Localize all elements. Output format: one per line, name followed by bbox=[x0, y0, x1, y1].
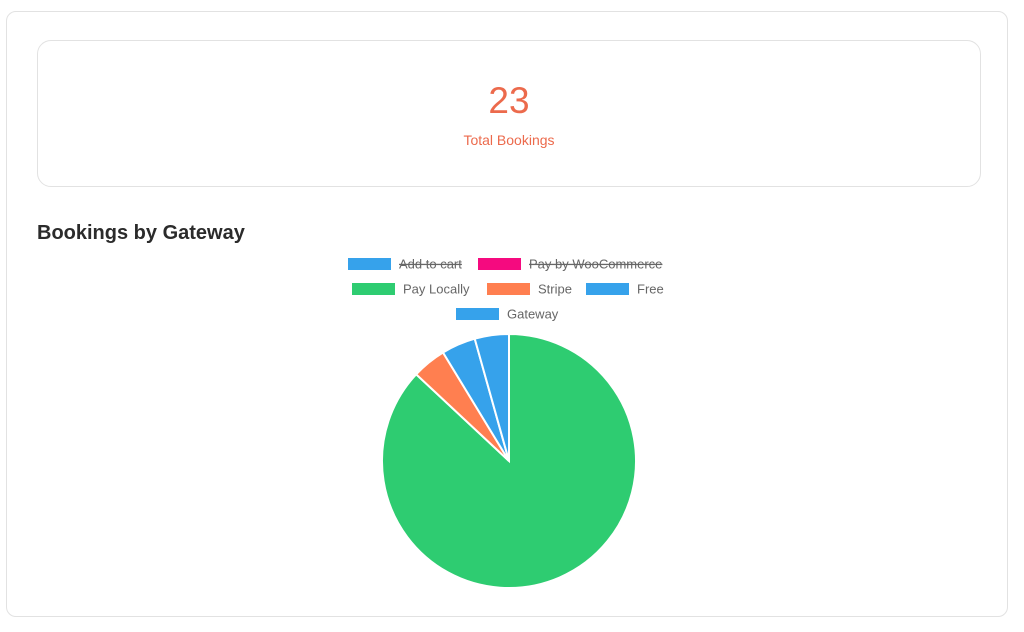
legend-label[interactable]: Free bbox=[637, 281, 664, 296]
dashboard-card bbox=[6, 11, 1008, 617]
stat-label: Total Bookings bbox=[463, 132, 555, 148]
legend-swatch[interactable] bbox=[352, 283, 395, 295]
legend-label[interactable]: Pay Locally bbox=[403, 281, 470, 296]
legend-label[interactable]: Gateway bbox=[507, 306, 559, 321]
chart-title: Bookings by Gateway bbox=[37, 222, 245, 244]
legend-swatch[interactable] bbox=[456, 308, 499, 320]
legend-swatch[interactable] bbox=[478, 258, 521, 270]
stat-value: 23 bbox=[488, 80, 530, 121]
legend-swatch[interactable] bbox=[348, 258, 391, 270]
legend-swatch[interactable] bbox=[586, 283, 629, 295]
legend-label[interactable]: Stripe bbox=[538, 281, 572, 296]
legend-label[interactable]: Add to cart bbox=[399, 256, 462, 271]
pie-slice bbox=[381, 332, 637, 589]
legend-swatch[interactable] bbox=[487, 283, 530, 295]
legend-label[interactable]: Pay by WooCommerce bbox=[529, 256, 662, 271]
stat-card: 23 Total Bookings bbox=[37, 40, 981, 187]
pie-slice bbox=[473, 332, 510, 462]
